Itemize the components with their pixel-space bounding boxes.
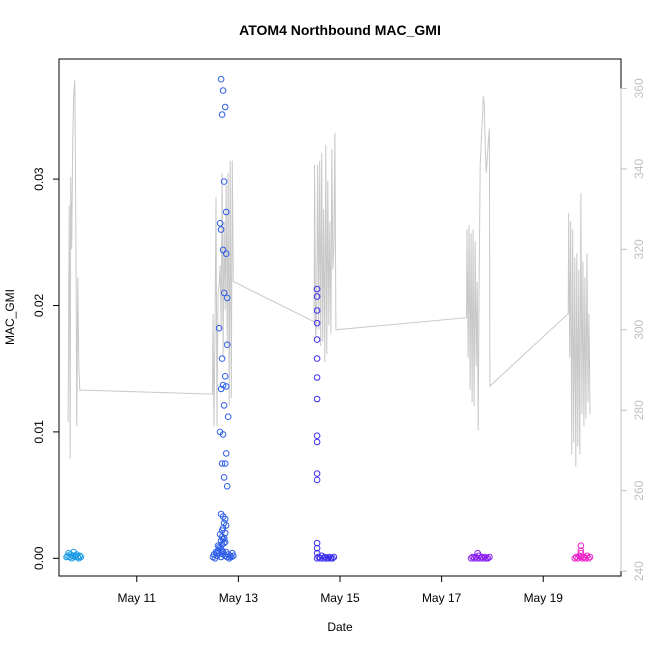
x-axis-label: Date bbox=[327, 620, 353, 634]
data-point bbox=[221, 515, 229, 523]
data-point bbox=[486, 553, 493, 561]
series-1 bbox=[63, 548, 85, 562]
y-tick-label: 0.01 bbox=[32, 420, 46, 444]
data-point bbox=[220, 289, 228, 297]
y-tick-label: 0.00 bbox=[32, 546, 46, 570]
data-point bbox=[474, 549, 482, 557]
y-axis-label: MAC_GMI bbox=[3, 289, 17, 345]
data-point bbox=[313, 476, 321, 484]
x-tick-label: May 13 bbox=[219, 591, 259, 605]
data-point bbox=[222, 383, 230, 390]
data-point bbox=[586, 553, 594, 561]
data-point bbox=[577, 553, 585, 561]
data-point bbox=[218, 111, 226, 118]
y2-tick-label: 300 bbox=[632, 319, 646, 339]
data-point bbox=[217, 75, 225, 83]
data-point bbox=[220, 402, 228, 409]
y2-tick-label: 320 bbox=[632, 239, 646, 259]
y2-tick-label: 360 bbox=[632, 78, 646, 98]
data-point bbox=[220, 474, 228, 481]
data-point bbox=[223, 483, 231, 490]
data-point bbox=[313, 355, 321, 362]
data-point bbox=[313, 285, 321, 293]
data-point bbox=[484, 555, 492, 562]
data-point bbox=[219, 87, 227, 94]
data-point bbox=[219, 548, 227, 556]
data-point bbox=[222, 208, 230, 216]
data-point bbox=[218, 460, 226, 467]
series-3 bbox=[313, 285, 338, 562]
x-tick-label: May 17 bbox=[422, 591, 462, 605]
data-point bbox=[481, 553, 489, 561]
data-point bbox=[478, 553, 486, 561]
y2-tick-label: 240 bbox=[632, 561, 646, 581]
data-point bbox=[313, 549, 321, 557]
series-5 bbox=[571, 542, 594, 562]
y2-tick-label: 340 bbox=[632, 159, 646, 179]
data-point bbox=[224, 413, 232, 421]
data-point bbox=[313, 470, 321, 477]
data-point bbox=[221, 460, 229, 467]
data-point bbox=[313, 544, 321, 552]
data-point bbox=[330, 553, 338, 561]
data-point bbox=[480, 555, 487, 562]
data-point bbox=[222, 450, 230, 457]
data-point bbox=[313, 438, 321, 446]
data-point bbox=[319, 555, 327, 562]
data-point bbox=[217, 385, 225, 393]
data-point bbox=[215, 324, 223, 332]
data-point bbox=[321, 553, 329, 561]
series-2 bbox=[209, 75, 237, 562]
data-point bbox=[220, 178, 228, 185]
data-point bbox=[585, 555, 592, 562]
data-point bbox=[217, 226, 225, 233]
data-point bbox=[324, 555, 332, 562]
data-point bbox=[577, 547, 585, 555]
x-tick-label: May 15 bbox=[320, 591, 360, 605]
data-point bbox=[329, 555, 336, 562]
data-point bbox=[313, 293, 321, 300]
data-point bbox=[221, 103, 229, 111]
overlay-layer bbox=[67, 80, 591, 467]
points-layer bbox=[63, 75, 594, 562]
data-point bbox=[218, 355, 226, 362]
y2-tick-label: 260 bbox=[632, 480, 646, 500]
data-point bbox=[216, 220, 224, 227]
chart-title: ATOM4 Northbound MAC_GMI bbox=[239, 22, 441, 38]
data-point bbox=[469, 553, 476, 561]
data-point bbox=[76, 552, 84, 560]
data-point bbox=[222, 250, 230, 257]
data-point bbox=[313, 374, 321, 381]
y2-tick-label: 280 bbox=[632, 400, 646, 420]
x-tick-label: May 19 bbox=[524, 591, 564, 605]
y-axis-left: 0.00 0.01 0.02 0.03 bbox=[32, 167, 60, 570]
data-point bbox=[313, 432, 321, 440]
data-point bbox=[313, 319, 321, 327]
data-point bbox=[326, 553, 333, 561]
data-point bbox=[313, 307, 321, 314]
series-4 bbox=[467, 549, 493, 562]
data-point bbox=[77, 553, 85, 561]
data-point bbox=[217, 537, 225, 544]
overlay-series-line bbox=[67, 80, 591, 467]
y-tick-label: 0.02 bbox=[32, 293, 46, 317]
data-point bbox=[313, 336, 321, 343]
data-point bbox=[221, 373, 229, 380]
data-point bbox=[223, 341, 231, 349]
data-point bbox=[223, 294, 231, 302]
data-point bbox=[573, 553, 580, 561]
data-point bbox=[313, 395, 321, 403]
data-point bbox=[219, 381, 227, 389]
x-tick-label: May 11 bbox=[118, 591, 157, 605]
data-point bbox=[577, 542, 585, 550]
data-point bbox=[219, 431, 227, 438]
x-axis: May 11 May 13 May 15 May 17 May 19 bbox=[118, 575, 564, 605]
y-tick-label: 0.03 bbox=[32, 167, 46, 191]
data-point bbox=[213, 549, 221, 557]
y-axis-right: 240 260 280 300 320 340 360 bbox=[620, 78, 646, 581]
data-point bbox=[230, 552, 237, 560]
data-point bbox=[577, 549, 585, 557]
